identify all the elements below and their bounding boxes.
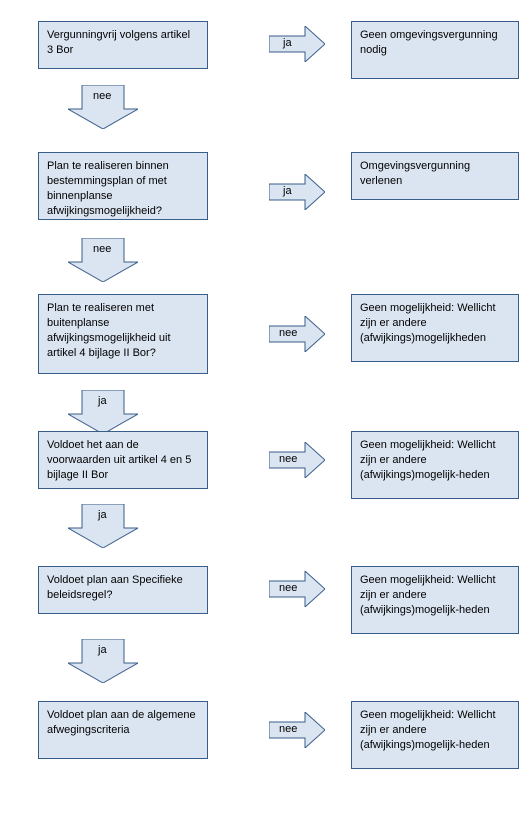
decision-box-4: Voldoet plan aan Specifieke beleidsregel… bbox=[38, 566, 208, 614]
arrow-down-4: ja bbox=[68, 639, 138, 683]
outcome-box-3: Geen mogelijkheid: Wellicht zijn er ande… bbox=[351, 431, 519, 499]
outcome-text: Geen mogelijkheid: Wellicht zijn er ande… bbox=[360, 301, 510, 346]
decision-box-0: Vergunningvrij volgens artikel 3 Bor bbox=[38, 21, 208, 69]
outcome-box-0: Geen omgevingsvergunning nodig bbox=[351, 21, 519, 79]
outcome-text: Omgevingsvergunning verlenen bbox=[360, 159, 510, 189]
arrow-down-3: ja bbox=[68, 504, 138, 548]
decision-text: Voldoet plan aan Specifieke beleidsregel… bbox=[47, 573, 199, 603]
decision-box-5: Voldoet plan aan de algemene afwegingscr… bbox=[38, 701, 208, 759]
outcome-box-5: Geen mogelijkheid: Wellicht zijn er ande… bbox=[351, 701, 519, 769]
outcome-text: Geen omgevingsvergunning nodig bbox=[360, 28, 510, 58]
outcome-box-4: Geen mogelijkheid: Wellicht zijn er ande… bbox=[351, 566, 519, 634]
arrow-right-0: ja bbox=[269, 26, 325, 62]
arrow-down-2: ja bbox=[68, 390, 138, 434]
arrow-down-0: nee bbox=[68, 85, 138, 129]
arrow-right-1: ja bbox=[269, 174, 325, 210]
decision-text: Plan te realiseren met buitenplanse afwi… bbox=[47, 301, 199, 360]
decision-text: Voldoet het aan de voorwaarden uit artik… bbox=[47, 438, 199, 483]
decision-text: Voldoet plan aan de algemene afwegingscr… bbox=[47, 708, 199, 738]
arrow-right-4: nee bbox=[269, 571, 325, 607]
outcome-box-1: Omgevingsvergunning verlenen bbox=[351, 152, 519, 200]
outcome-text: Geen mogelijkheid: Wellicht zijn er ande… bbox=[360, 708, 510, 753]
decision-text: Plan te realiseren binnen bestemmingspla… bbox=[47, 159, 199, 218]
outcome-text: Geen mogelijkheid: Wellicht zijn er ande… bbox=[360, 438, 510, 483]
decision-text: Vergunningvrij volgens artikel 3 Bor bbox=[47, 28, 199, 58]
outcome-text: Geen mogelijkheid: Wellicht zijn er ande… bbox=[360, 573, 510, 618]
arrow-right-2: nee bbox=[269, 316, 325, 352]
decision-box-2: Plan te realiseren met buitenplanse afwi… bbox=[38, 294, 208, 374]
decision-box-3: Voldoet het aan de voorwaarden uit artik… bbox=[38, 431, 208, 489]
arrow-down-1: nee bbox=[68, 238, 138, 282]
decision-box-1: Plan te realiseren binnen bestemmingspla… bbox=[38, 152, 208, 220]
arrow-right-3: nee bbox=[269, 442, 325, 478]
outcome-box-2: Geen mogelijkheid: Wellicht zijn er ande… bbox=[351, 294, 519, 362]
arrow-right-5: nee bbox=[269, 712, 325, 748]
